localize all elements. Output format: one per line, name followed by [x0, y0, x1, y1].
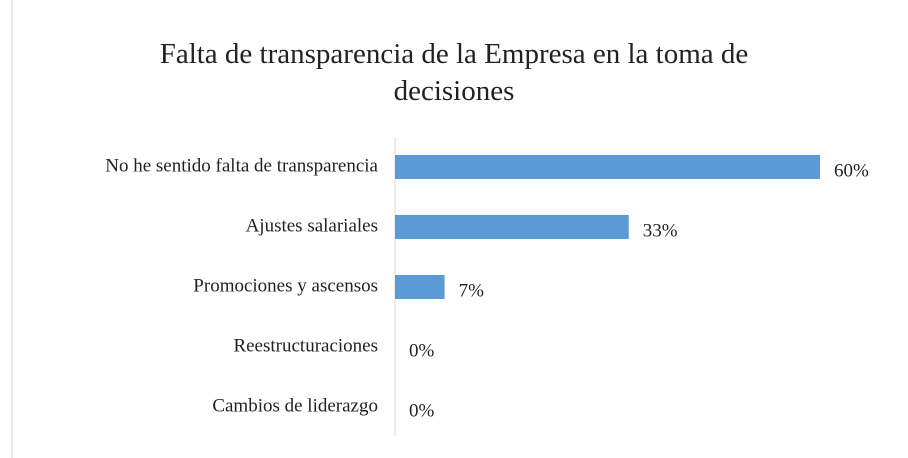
data-label: 60% [834, 160, 869, 181]
data-label: 33% [643, 220, 678, 241]
chart-title: Falta de transparencia de la Empresa en … [159, 38, 749, 107]
data-label: 7% [459, 280, 485, 301]
bar [395, 155, 820, 179]
data-label: 0% [409, 340, 435, 361]
bar [395, 275, 445, 299]
category-label: Promociones y ascensos [193, 275, 378, 296]
category-label: Cambios de liderazgo [212, 395, 378, 416]
bar [395, 215, 629, 239]
category-label: Ajustes salariales [246, 215, 378, 236]
category-label: Reestructuraciones [233, 335, 378, 356]
data-label: 0% [409, 400, 435, 421]
category-label: No he sentido falta de transparencia [105, 155, 378, 176]
